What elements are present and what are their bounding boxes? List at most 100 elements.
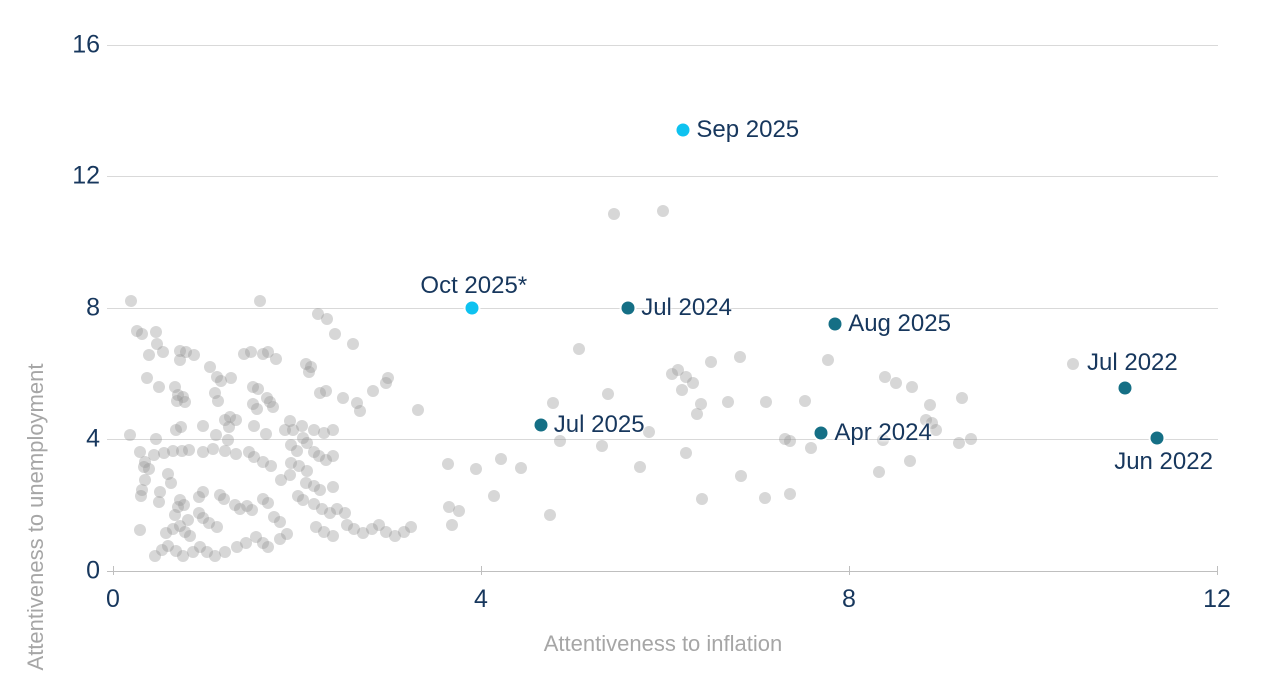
background-data-point xyxy=(156,346,169,359)
background-data-point xyxy=(442,500,455,513)
background-data-point xyxy=(634,461,647,474)
background-data-point xyxy=(138,460,151,473)
background-data-point xyxy=(123,429,136,442)
background-data-point xyxy=(925,416,938,429)
background-data-point xyxy=(150,326,163,339)
background-data-point xyxy=(287,424,300,437)
background-data-point xyxy=(389,530,402,543)
background-data-point xyxy=(197,445,210,458)
background-data-point xyxy=(179,346,192,359)
background-data-point xyxy=(338,507,351,520)
background-data-point xyxy=(151,337,164,350)
background-data-point xyxy=(554,435,567,448)
background-data-point xyxy=(249,531,262,544)
background-data-point xyxy=(259,428,272,441)
background-data-point xyxy=(372,518,385,531)
background-data-point xyxy=(380,525,393,538)
background-data-point xyxy=(153,495,165,508)
background-data-point xyxy=(291,489,304,502)
background-data-point xyxy=(304,360,317,373)
background-data-point xyxy=(296,432,309,445)
y-tick-label: 16 xyxy=(72,30,100,58)
background-data-point xyxy=(155,543,168,556)
background-data-point xyxy=(340,518,353,531)
background-data-point xyxy=(297,493,310,506)
background-data-point xyxy=(487,490,500,503)
background-data-point xyxy=(291,444,303,457)
background-data-point xyxy=(873,466,886,479)
background-data-point xyxy=(136,328,149,341)
background-data-point xyxy=(643,426,656,439)
background-data-point xyxy=(889,377,902,390)
background-data-point xyxy=(136,484,149,497)
background-data-point xyxy=(219,444,232,457)
background-data-point xyxy=(314,484,326,497)
background-data-point xyxy=(307,497,320,510)
background-data-point xyxy=(176,444,188,457)
background-data-point xyxy=(412,403,425,416)
background-data-point xyxy=(328,328,341,341)
background-data-point xyxy=(170,544,183,557)
background-data-point xyxy=(264,395,277,408)
data-point-label: Oct 2025* xyxy=(420,271,528,299)
highlighted-data-point xyxy=(534,418,548,432)
background-data-point xyxy=(283,415,296,428)
background-data-point xyxy=(331,503,344,516)
background-data-point xyxy=(174,493,187,506)
background-data-point xyxy=(172,501,185,514)
background-data-point xyxy=(260,392,273,405)
background-data-point xyxy=(133,445,146,458)
background-data-point xyxy=(222,434,234,447)
x-axis-line xyxy=(107,571,1218,572)
background-data-point xyxy=(441,458,454,471)
background-data-point xyxy=(920,413,933,426)
background-data-point xyxy=(357,527,370,540)
gridline-y-12 xyxy=(107,176,1218,178)
background-data-point xyxy=(210,521,223,534)
background-data-point xyxy=(301,436,314,449)
background-data-point xyxy=(246,380,259,393)
highlighted-data-point xyxy=(828,317,842,331)
background-data-point xyxy=(222,421,235,434)
background-data-point xyxy=(595,439,608,452)
background-data-point xyxy=(452,504,465,517)
background-data-point xyxy=(320,384,333,397)
background-data-point xyxy=(275,473,288,486)
background-data-point xyxy=(285,456,298,469)
background-data-point xyxy=(141,372,154,385)
background-data-point xyxy=(292,460,305,473)
background-data-point xyxy=(923,399,936,412)
background-data-point xyxy=(187,349,200,362)
background-data-point xyxy=(397,525,410,538)
data-point-label: Apr 2024 xyxy=(834,418,932,446)
background-data-point xyxy=(721,396,734,409)
background-data-point xyxy=(207,443,220,456)
background-data-point xyxy=(133,523,146,536)
background-data-point xyxy=(174,519,187,532)
highlighted-data-point xyxy=(676,123,690,137)
background-data-point xyxy=(162,539,175,552)
background-data-point xyxy=(544,508,556,521)
background-data-point xyxy=(320,454,333,467)
background-data-point xyxy=(315,503,328,516)
background-data-point xyxy=(166,444,179,457)
x-tick-mark xyxy=(1217,566,1218,575)
background-data-point xyxy=(445,518,458,531)
background-data-point xyxy=(313,449,326,462)
background-data-point xyxy=(337,392,349,405)
background-data-point xyxy=(241,499,254,512)
background-data-point xyxy=(307,424,320,437)
background-data-point xyxy=(142,349,155,362)
y-tick-label: 8 xyxy=(86,293,100,322)
background-data-point xyxy=(821,354,834,367)
background-data-point xyxy=(657,204,670,217)
background-data-point xyxy=(691,407,704,420)
background-data-point xyxy=(470,462,483,475)
background-data-point xyxy=(245,504,258,517)
x-tick-mark xyxy=(481,566,482,575)
background-data-point xyxy=(694,397,707,410)
data-point-label: Jul 2024 xyxy=(641,293,732,321)
background-data-point xyxy=(162,467,175,480)
highlighted-data-point xyxy=(621,301,635,315)
